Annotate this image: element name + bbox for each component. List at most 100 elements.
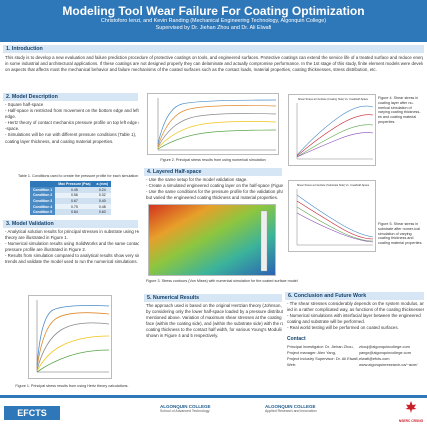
numerical-heading: 5. Numerical Results xyxy=(144,294,282,302)
validation-line: - Numerical simulation results using Sol… xyxy=(5,241,139,247)
conclusion-text: - The shear stresses considerably depend… xyxy=(287,301,424,331)
model-desc-line: - Half-space is restricted from movement… xyxy=(5,108,139,114)
model-desc-line: - Simulations will be run with different… xyxy=(5,132,137,138)
table-cell: 0.32 xyxy=(93,192,112,199)
model-desc-line: - Hertz theory of contact mechanics pres… xyxy=(5,120,139,126)
figure-2-caption: Figure 2. Principal stress results from … xyxy=(160,158,266,162)
conclusion-line: ied in a rather complicated way, as func… xyxy=(287,307,424,313)
table-row: Condition 3 0.67 0.40 xyxy=(30,198,112,204)
conditions-table: Max Pressure (Psa) a (mm) Condition 1 0.… xyxy=(30,181,112,215)
contact-row: Web: www.algonquinresearch.ca/~acre/ xyxy=(287,362,424,368)
table-cell: 0.84 xyxy=(55,209,94,215)
layered-line: - Use the same conditions for the pressu… xyxy=(146,189,283,195)
numerical-line: mentioned above. Variation of maximum sh… xyxy=(146,315,283,321)
figure-2-plot xyxy=(157,98,277,151)
table-header-row: Max Pressure (Psa) a (mm) xyxy=(30,181,112,187)
algonquin-research-sub: Applied Research and Innovation xyxy=(265,409,317,413)
contact-email-link[interactable]: yangx@algonquincollege.com xyxy=(359,350,411,355)
conclusion-line: - The shear stresses considerably depend… xyxy=(287,301,424,306)
layered-text: - Use the same setup for the model valid… xyxy=(146,177,283,201)
numerical-line: The approach used is based on the origin… xyxy=(146,303,283,308)
table-cell: 0.45 xyxy=(55,187,94,193)
contact-heading: Contact xyxy=(287,336,306,342)
poster-supervisors: Supervised by Dr. Jiehan Zhou and Dr. Al… xyxy=(155,25,272,31)
model-desc-line: coating layer thickness, and coating mat… xyxy=(5,138,114,144)
table-row: Condition 2 0.56 0.32 xyxy=(30,192,112,199)
figure-5-title: Shear Stress at Interface (Substrate Sid… xyxy=(297,183,370,187)
validation-text: - Analytical solution results for princi… xyxy=(5,229,139,266)
algonquin-research-logo: ALGONQUIN COLLEGE Applied Research and I… xyxy=(265,404,345,424)
table1-caption: Table 1. Conditions used to create the p… xyxy=(18,174,139,178)
contact-row: Project manager: Alex Yang, yangx@algonq… xyxy=(287,350,424,356)
figure-4-caption: Figure 4. Shear stress in coating layer … xyxy=(378,96,421,124)
layered-line: - Create a simulated engineered coating … xyxy=(146,183,283,189)
efcts-logo-text: EFCTS xyxy=(17,408,47,418)
conclusion-line: - Numerical simulations with interfacial… xyxy=(287,313,421,319)
figure-4-title: Shear Stress at Interface (Coating Side)… xyxy=(298,97,369,101)
validation-line: - Analytical solution results for princi… xyxy=(5,229,139,234)
conclusion-line: coating and substrate will be performed. xyxy=(287,319,365,325)
intro-line: This study is to develop a new evaluatio… xyxy=(5,55,423,60)
figure-5-chart: Shear Stress at Interface (Substrate Sid… xyxy=(288,180,376,252)
contact-row: Project Industry Supervisor: Dr. Ali Elw… xyxy=(287,356,424,362)
nserc-leaf-icon xyxy=(405,401,417,413)
algonquin-research-name: ALGONQUIN COLLEGE xyxy=(265,404,316,409)
validation-heading: 3. Model Validation xyxy=(3,220,138,228)
model-desc-line: edge. xyxy=(5,114,16,120)
table-row: Condition 5 0.84 0.60 xyxy=(30,209,112,215)
poster-authors: Christoforo Ienzi, and Kevin Randing (Me… xyxy=(100,18,327,24)
validation-line: theory are illustrated in Figure 1. xyxy=(5,235,68,241)
table-cell: 0.56 xyxy=(55,192,94,199)
introduction-text: This study is to develop a new evaluatio… xyxy=(5,55,423,73)
algonquin-school-logo: ALGONQUIN COLLEGE School of Advanced Tec… xyxy=(160,404,240,424)
table-cell: 0.24 xyxy=(93,187,112,193)
table-cell: 0.67 xyxy=(55,198,94,204)
figure-1-chart xyxy=(28,295,112,379)
numerical-line: coating thickness to the contact half wi… xyxy=(146,327,283,333)
contact-list: Principal investigator: Dr. Jiehan Zhou,… xyxy=(287,344,424,368)
numerical-line: by considering only the lower half-space… xyxy=(146,309,283,315)
table-cell: Condition 3 xyxy=(30,198,56,204)
nserc-logo: NSERC CRSNG xyxy=(398,400,424,426)
table-header-cell xyxy=(30,181,56,187)
table-cell: 0.40 xyxy=(93,198,112,204)
contact-email-link[interactable]: elwafi@efcts.com xyxy=(359,356,390,361)
poster-footer: EFCTS ALGONQUIN COLLEGE School of Advanc… xyxy=(0,395,427,427)
table-cell: Condition 5 xyxy=(30,209,56,215)
contact-row: Principal investigator: Dr. Jiehan Zhou,… xyxy=(287,344,424,350)
contact-label: Project manager: Alex Yang, xyxy=(287,350,336,355)
table-cell: Condition 4 xyxy=(30,203,56,210)
introduction-heading: 1. Introduction xyxy=(3,45,424,53)
contact-label: Web: xyxy=(287,362,297,367)
table-cell: Condition 2 xyxy=(30,192,56,199)
model-desc-line: -space. xyxy=(5,126,20,132)
table-cell: 0.48 xyxy=(93,203,112,210)
table-row: Condition 1 0.45 0.24 xyxy=(30,187,112,193)
contact-label: Project Industry Supervisor: Dr. Ali Elw… xyxy=(287,356,359,361)
numerical-text: The approach used is based on the origin… xyxy=(146,303,283,340)
figure-3-contour xyxy=(148,204,276,276)
contact-email-link[interactable]: zhouj@algonquincollege.com xyxy=(359,344,410,349)
table-cell: 0.60 xyxy=(93,209,112,215)
table-row: Condition 4 0.75 0.48 xyxy=(30,203,112,210)
layered-line: but varied the engineered coating thickn… xyxy=(146,195,279,201)
figure-5-caption: Figure 5. Shear stress in substrate afte… xyxy=(378,222,423,246)
intro-line: in some industrial and architectural app… xyxy=(5,61,423,67)
table-cell: 0.75 xyxy=(55,203,94,210)
contact-web-link[interactable]: www.algonquinresearch.ca/~acre/ xyxy=(359,362,418,367)
figure-3-caption: Figure 3. Stress contours (Von Mises) wi… xyxy=(146,279,298,283)
figure-1-plot xyxy=(36,300,110,373)
table-header-cell: a (mm) xyxy=(93,181,112,187)
model-description-text: - Square half-space - Half-space is rest… xyxy=(5,102,139,145)
figure-5-plot: Shear Stress at Interface (Substrate Sid… xyxy=(296,183,374,246)
layered-line: - Use the same setup for the model valid… xyxy=(146,177,248,182)
figure-1-caption: Figure 1. Principal stress results from … xyxy=(15,384,129,388)
model-description-heading: 2. Model Description xyxy=(3,93,138,101)
numerical-line: face (within the coating side), and (wit… xyxy=(146,321,283,327)
validation-line: trends and validate the model used to ru… xyxy=(5,259,138,265)
poster-header: Modeling Tool Wear Failure For Coating O… xyxy=(0,0,427,42)
validation-line: pressure profile are illustrated in Figu… xyxy=(5,247,87,253)
model-desc-line: - Square half-space xyxy=(5,102,44,107)
nserc-text: NSERC CRSNG xyxy=(398,419,424,423)
efcts-logo: EFCTS xyxy=(4,406,60,420)
